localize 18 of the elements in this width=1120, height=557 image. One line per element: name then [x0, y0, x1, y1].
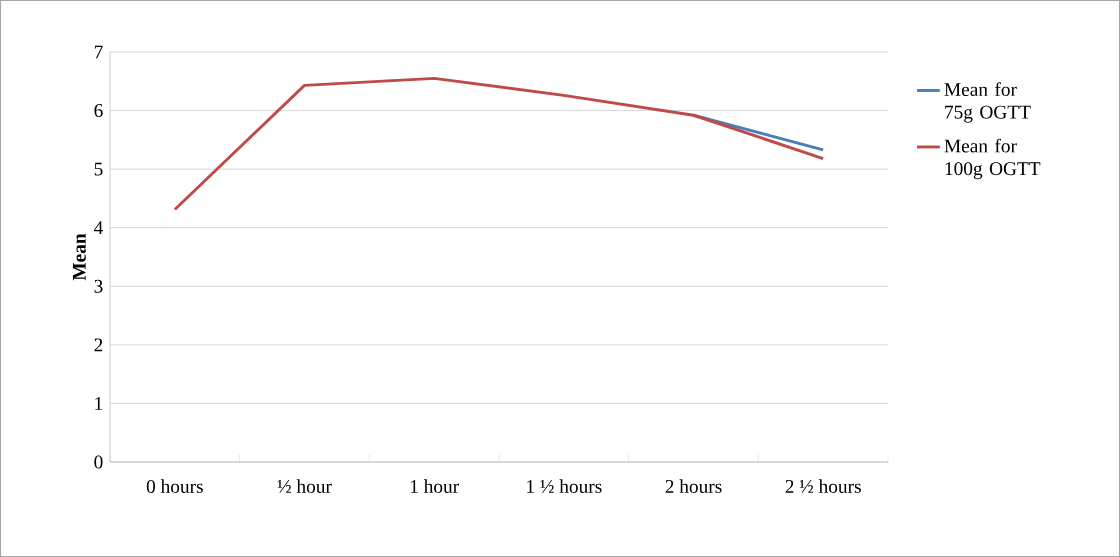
y-tick-label: 7	[94, 45, 103, 59]
y-axis-title: Mean	[72, 233, 86, 281]
y-tick-label: 5	[94, 162, 103, 176]
legend-label: Mean for 100g OGTT	[944, 138, 1041, 180]
y-tick-label: 1	[95, 397, 103, 410]
x-tick-label: 0 hours	[146, 479, 203, 493]
x-tick-label: ½ hour	[277, 479, 332, 493]
y-tick-label: 0	[94, 455, 103, 469]
y-tick-label: 4	[94, 221, 103, 235]
x-tick-label: 1 ½ hours	[527, 479, 602, 493]
legend-label: Mean for 75g OGTT	[944, 82, 1031, 123]
x-tick-label: 1 hour	[410, 479, 459, 493]
y-tick-label: 6	[94, 104, 103, 118]
line-series	[173, 76, 825, 212]
y-tick-label: 3	[94, 279, 103, 293]
y-tick-label: 2	[94, 338, 103, 352]
x-tick-label: 2 hours	[665, 479, 722, 493]
x-tick-label: 2 ½ hours	[785, 479, 861, 493]
